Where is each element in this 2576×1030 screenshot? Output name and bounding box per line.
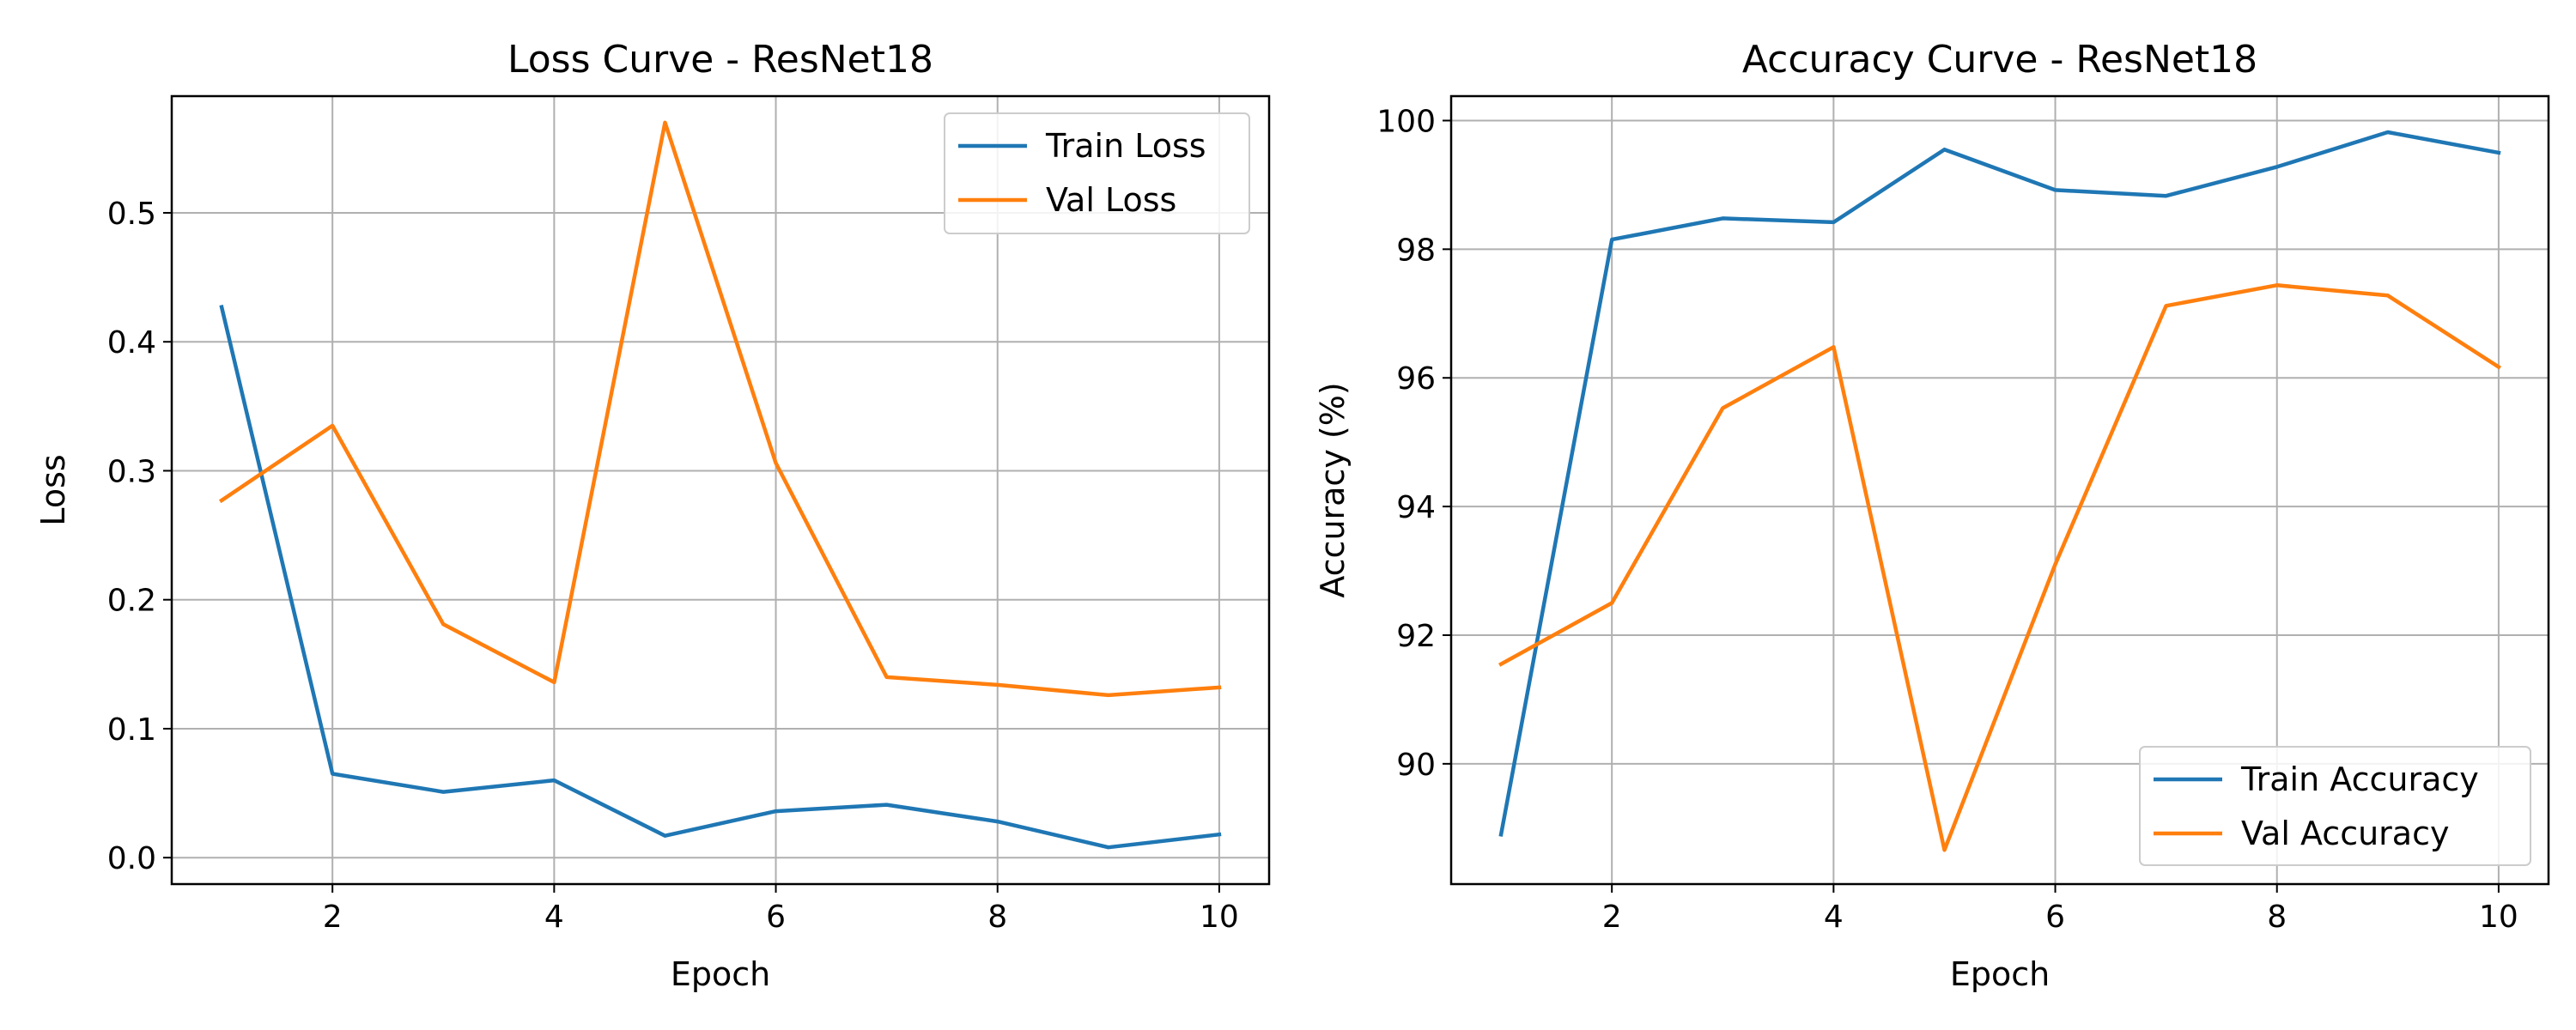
x-tick-label: 2 bbox=[1602, 900, 1622, 935]
x-tick-label: 8 bbox=[2267, 900, 2287, 935]
y-tick-label: 0.4 bbox=[107, 325, 156, 360]
x-tick-label: 8 bbox=[987, 900, 1007, 935]
x-tick-label: 2 bbox=[323, 900, 343, 935]
legend-box bbox=[2139, 746, 2531, 866]
series-line-1 bbox=[1498, 283, 2502, 852]
x-tick-label: 10 bbox=[2479, 900, 2518, 935]
y-axis-label: Loss bbox=[34, 454, 72, 525]
plot-frame bbox=[170, 94, 1271, 886]
y-tick-label: 0.3 bbox=[107, 454, 156, 489]
y-tick-label: 90 bbox=[1396, 748, 1436, 783]
loss-chart: 2 4 6 8 10 0.0 0.1 0.2 0.3 0.4 0.5 Loss Curve - Res… bbox=[34, 38, 1271, 993]
y-tick-label: 92 bbox=[1396, 619, 1436, 654]
y-tick-label: 0.1 bbox=[107, 712, 156, 748]
y-tick-label: 0.0 bbox=[107, 841, 156, 876]
chart-title: Loss Curve - ResNet18 bbox=[507, 38, 933, 82]
y-tick-label: 0.5 bbox=[107, 197, 156, 232]
series-line-1 bbox=[218, 120, 1222, 698]
y-tick-label: 96 bbox=[1396, 361, 1436, 397]
x-tick-label: 6 bbox=[766, 900, 786, 935]
y-tick-label: 100 bbox=[1376, 104, 1436, 139]
series-line-0 bbox=[1498, 130, 2501, 837]
x-tick-label: 6 bbox=[2045, 900, 2065, 935]
chart-title: Accuracy Curve - ResNet18 bbox=[1742, 38, 2257, 82]
x-axis-label: Epoch bbox=[671, 955, 770, 993]
legend-label-0: Train Accuracy bbox=[2240, 760, 2479, 798]
x-tick-label: 10 bbox=[1200, 900, 1239, 935]
x-axis-label: Epoch bbox=[1950, 955, 2050, 993]
plot-frame bbox=[1449, 94, 2550, 886]
y-tick-label: 94 bbox=[1396, 490, 1436, 525]
legend-label-1: Val Accuracy bbox=[2241, 815, 2449, 852]
legend-label-0: Train Loss bbox=[1045, 127, 1206, 165]
x-tick-label: 4 bbox=[1824, 900, 1844, 935]
legend-label-1: Val Loss bbox=[1046, 181, 1176, 219]
series-line-0 bbox=[219, 304, 1222, 850]
y-tick-label: 0.2 bbox=[107, 584, 156, 619]
accuracy-chart: 2 4 6 8 10 90 92 94 96 98 100 Accuracy Curve - ResN… bbox=[1314, 38, 2550, 993]
x-tick-label: 4 bbox=[544, 900, 564, 935]
legend-box bbox=[944, 112, 1250, 234]
y-axis-label: Accuracy (%) bbox=[1314, 382, 1352, 597]
y-tick-label: 98 bbox=[1396, 233, 1436, 268]
